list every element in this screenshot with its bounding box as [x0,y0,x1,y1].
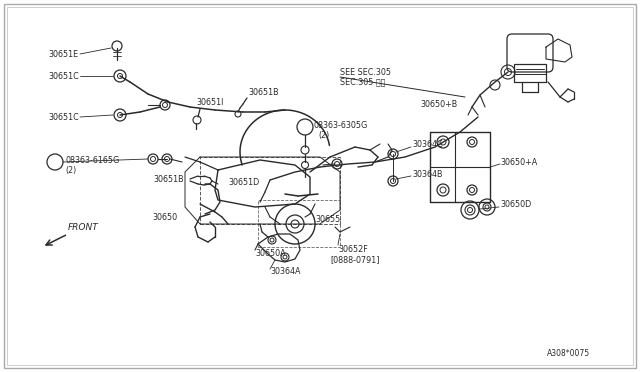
Text: 30652F: 30652F [338,246,368,254]
Text: FRONT: FRONT [68,222,99,231]
Text: 08363-6165G: 08363-6165G [65,155,119,164]
Text: 30650+A: 30650+A [500,157,537,167]
Text: 30651C: 30651C [48,71,79,80]
Text: 30650D: 30650D [500,199,531,208]
Text: [0888-0791]: [0888-0791] [330,256,380,264]
Text: 30651C: 30651C [48,112,79,122]
Text: 30651D: 30651D [228,177,259,186]
Text: 30651B: 30651B [153,174,184,183]
Text: 30651B: 30651B [248,87,278,96]
Text: (2): (2) [318,131,329,140]
Text: 30364B: 30364B [412,170,442,179]
Text: 30364C: 30364C [412,140,443,148]
Text: SEC.305 参照: SEC.305 参照 [340,77,385,87]
Text: 30650: 30650 [152,212,177,221]
Text: 30650A: 30650A [255,250,285,259]
Text: 30650+B: 30650+B [420,99,457,109]
Text: SEE SEC.305: SEE SEC.305 [340,67,391,77]
Text: 30651E: 30651E [48,49,78,58]
Text: A308*0075: A308*0075 [547,350,590,359]
Text: 30364A: 30364A [270,267,301,276]
Text: 30651I: 30651I [196,97,223,106]
Text: (2): (2) [65,166,76,174]
Text: 08363-6305G: 08363-6305G [314,121,368,129]
Text: 30655: 30655 [315,215,340,224]
